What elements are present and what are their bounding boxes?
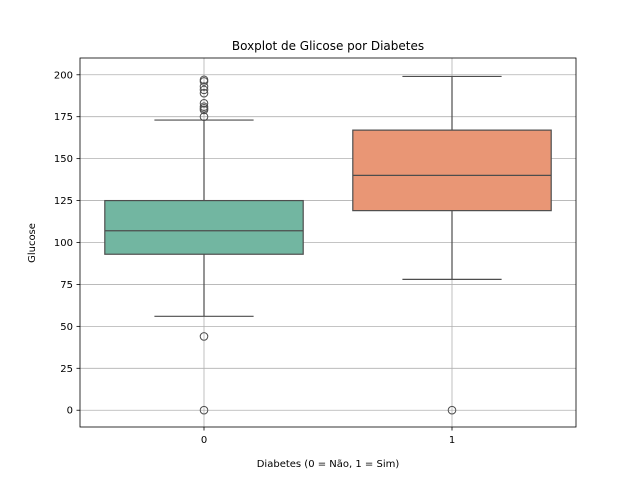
outlier-point [199,88,209,98]
outlier-point [199,98,209,108]
box-series [104,75,552,415]
outlier-point [199,85,209,95]
y-tick-label: 125 [54,196,73,207]
y-tick-label: 0 [67,406,73,417]
outlier-point [199,405,209,415]
box-iqr [104,199,304,255]
y-axis-ticks: 0 25 50 75 100 125 150 175 200 [54,70,80,417]
y-tick-label: 200 [54,70,73,81]
y-axis-label: Glucose [27,223,38,263]
box-group-0 [104,75,304,415]
y-tick-label: 75 [60,280,73,291]
outlier-point [199,75,209,85]
outlier-point [199,112,209,122]
y-tick-label: 25 [60,364,73,375]
y-tick-label: 150 [54,154,73,165]
x-tick-label: 0 [201,435,207,446]
box-iqr [352,129,552,212]
chart-title: Boxplot de Glicose por Diabetes [232,39,424,53]
outlier-point [199,332,209,341]
y-tick-label: 175 [54,112,73,123]
x-axis-label: Diabetes (0 = Não, 1 = Sim) [257,459,400,470]
outlier-point [199,102,209,111]
outlier-point [199,82,209,91]
outlier-point [447,405,457,415]
y-tick-label: 50 [60,322,73,333]
y-tick-label: 100 [54,238,73,249]
box-group-1 [352,75,552,415]
x-tick-label: 1 [449,435,455,446]
